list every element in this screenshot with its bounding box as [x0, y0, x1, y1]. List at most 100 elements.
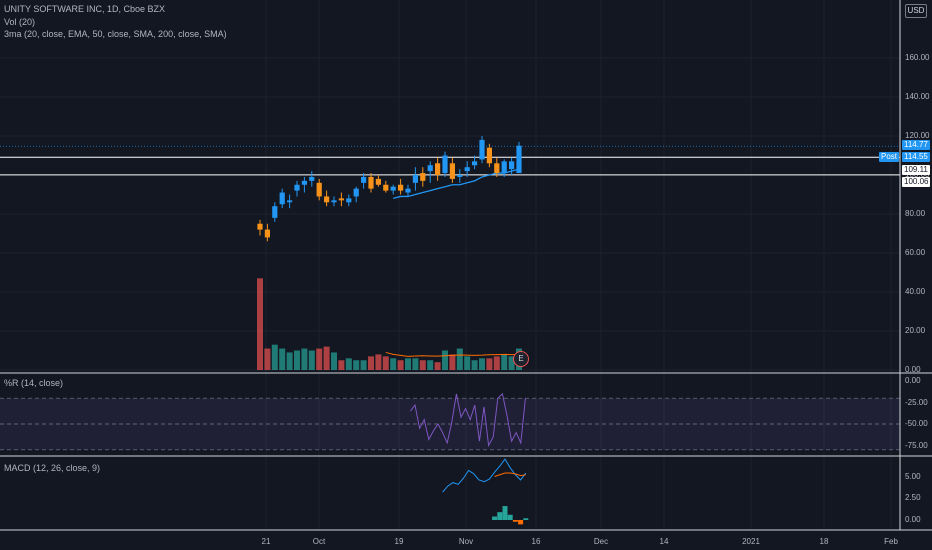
- time-axis-label: 14: [659, 537, 669, 546]
- volume-bar: [294, 350, 300, 370]
- candle: [338, 192, 344, 207]
- candle-body: [516, 145, 522, 174]
- candle: [301, 176, 307, 193]
- volume-bar: [508, 356, 515, 370]
- earnings-badge[interactable]: E: [513, 351, 529, 367]
- candle: [405, 184, 411, 197]
- post-label: Post: [879, 152, 900, 162]
- macd-legend[interactable]: MACD (12, 26, close, 9): [4, 463, 101, 473]
- candle: [516, 141, 522, 174]
- price-scale-label: 80.00: [905, 209, 926, 218]
- volume-bar: [368, 356, 374, 370]
- volume-bar: [493, 356, 500, 370]
- candle-body: [361, 176, 367, 183]
- candle-body: [309, 176, 315, 181]
- candle-body: [324, 196, 330, 203]
- post-price-tag: 114.55: [902, 152, 930, 162]
- macd-histogram-bar: [523, 518, 529, 520]
- candle: [464, 161, 470, 177]
- vol-legend[interactable]: Vol (20): [4, 17, 36, 27]
- candle-body: [346, 198, 352, 203]
- candle-body: [501, 161, 507, 174]
- candle: [449, 157, 455, 183]
- candle: [368, 173, 374, 193]
- candle-body: [375, 178, 381, 185]
- candle: [435, 157, 441, 181]
- time-axis-label: 16: [531, 537, 541, 546]
- volume-bar: [464, 356, 471, 370]
- macd-histogram-bar: [518, 520, 524, 525]
- candle: [309, 171, 315, 187]
- price-scale-label: 0.00: [905, 365, 921, 374]
- candle: [472, 155, 478, 170]
- candle: [501, 159, 507, 177]
- macd-line: [442, 458, 527, 493]
- volume-bar: [316, 348, 323, 370]
- candle: [346, 194, 352, 207]
- candle-body: [449, 163, 455, 179]
- candle-body: [272, 206, 278, 218]
- volume-bar: [390, 358, 397, 370]
- candle-body: [509, 161, 515, 170]
- macd-histogram-bar: [507, 514, 513, 520]
- wr-legend[interactable]: %R (14, close): [4, 378, 64, 388]
- currency-button[interactable]: USD: [905, 4, 927, 18]
- wr-scale-label: -75.00: [905, 440, 928, 450]
- volume-bar: [405, 358, 411, 370]
- last-price-tag: 114.77: [902, 140, 930, 150]
- macd-scale-label: 5.00: [905, 471, 921, 481]
- volume-bar: [442, 350, 448, 370]
- candle-body: [287, 200, 293, 203]
- time-axis-label: 21: [261, 537, 271, 546]
- ma-legend[interactable]: 3ma (20, close, EMA, 50, close, SMA, 200…: [4, 29, 227, 39]
- candle-body: [301, 180, 307, 185]
- candle: [412, 167, 418, 191]
- candle: [509, 157, 515, 175]
- candle: [316, 178, 322, 201]
- candle-body: [331, 200, 337, 203]
- line-price-tag-1: 109.11: [902, 165, 930, 175]
- candle: [457, 169, 463, 183]
- volume-bar: [471, 360, 478, 370]
- candle: [257, 219, 263, 236]
- macd-histogram-bar: [492, 516, 498, 520]
- candle-body: [338, 198, 344, 201]
- candle-body: [472, 161, 478, 166]
- candle: [331, 196, 337, 207]
- volume-ma-line: [385, 351, 520, 357]
- volume-bar: [331, 352, 337, 370]
- candle-body: [405, 188, 411, 193]
- candle-body: [353, 188, 359, 197]
- williams-r-line: [410, 392, 526, 448]
- candle: [494, 157, 500, 177]
- wr-scale-label: -25.00: [905, 397, 928, 407]
- candle: [442, 151, 448, 177]
- price-scale-label: 120.00: [905, 131, 930, 140]
- volume-bar: [301, 348, 308, 370]
- wr-scale-label: 0.00: [905, 376, 921, 385]
- volume-bar: [279, 348, 286, 370]
- pane-separators: [0, 0, 932, 531]
- volume-bar: [434, 362, 441, 370]
- candle-body: [479, 139, 485, 160]
- candle: [353, 186, 359, 203]
- volume-bar: [479, 358, 485, 370]
- williams-r-band: [0, 397, 900, 451]
- candle-body: [390, 186, 396, 191]
- candle-body: [316, 182, 322, 197]
- time-axis-label: Feb: [884, 537, 898, 546]
- candle-body: [279, 192, 285, 205]
- candle: [324, 190, 330, 207]
- macd-histogram-bar: [497, 512, 503, 520]
- macd-histogram-bar: [502, 506, 508, 520]
- candle: [420, 167, 426, 187]
- volume-bar: [449, 354, 456, 370]
- macd-lines: [442, 458, 529, 525]
- volume-bar: [338, 360, 345, 370]
- candle-body: [368, 176, 374, 189]
- volume-bar: [323, 346, 330, 370]
- volume-bar: [412, 358, 419, 370]
- grid: [0, 0, 900, 530]
- symbol-title[interactable]: UNITY SOFTWARE INC, 1D, Cboe BZX: [4, 4, 166, 14]
